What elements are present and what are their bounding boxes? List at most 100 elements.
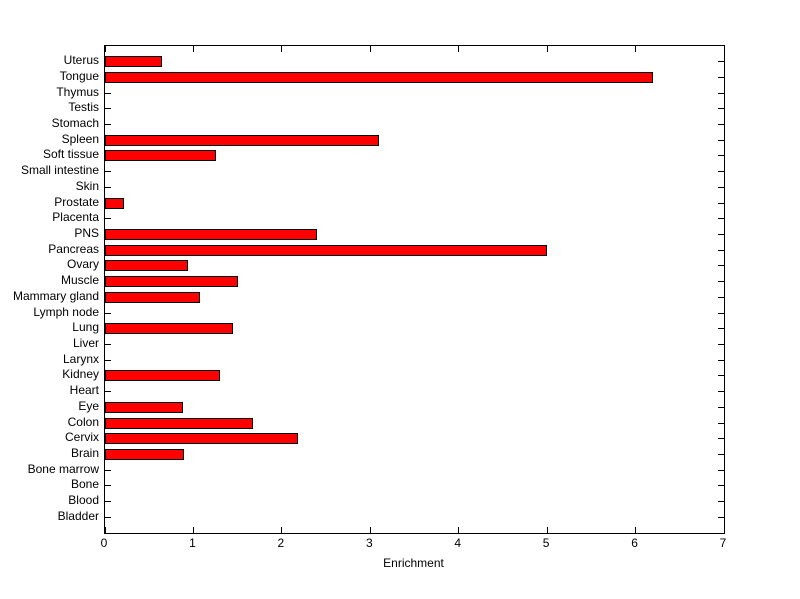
y-tick-right <box>718 265 724 267</box>
x-tick-bottom <box>192 527 194 533</box>
plot-area <box>104 45 725 534</box>
y-tick-label: Heart <box>69 383 99 398</box>
bar-ovary <box>105 260 188 272</box>
y-tick-label: Colon <box>67 414 99 429</box>
y-tick-label: Prostate <box>54 194 99 209</box>
x-tick-label: 3 <box>365 536 373 550</box>
y-tick-right <box>718 328 724 330</box>
x-tick-label: 7 <box>719 536 727 550</box>
y-tick-right <box>718 218 724 220</box>
y-tick-left <box>105 92 111 94</box>
y-tick-label: Skin <box>75 178 99 193</box>
y-tick-right <box>718 234 724 236</box>
y-tick-right <box>718 186 724 188</box>
x-axis-title: Enrichment <box>383 556 444 570</box>
x-tick-bottom <box>723 527 725 533</box>
y-tick-label: Tongue <box>59 68 99 83</box>
x-tick-label: 5 <box>542 536 550 550</box>
y-tick-right <box>718 76 724 78</box>
x-tick-bottom <box>104 527 106 533</box>
y-tick-right <box>718 375 724 377</box>
y-tick-label: Uterus <box>63 53 99 68</box>
x-tick-bottom <box>635 527 637 533</box>
y-tick-left <box>105 124 111 126</box>
bar-lung <box>105 323 233 335</box>
y-tick-label: Bone <box>70 477 99 492</box>
x-tick-bottom <box>458 527 460 533</box>
y-tick-left <box>105 501 111 503</box>
y-tick-right <box>718 92 724 94</box>
x-tick-label: 2 <box>277 536 285 550</box>
y-tick-right <box>718 124 724 126</box>
y-tick-right <box>718 296 724 298</box>
y-tick-left <box>105 186 111 188</box>
y-tick-label: Lymph node <box>33 304 99 319</box>
x-tick-label: 1 <box>189 536 196 550</box>
y-tick-right <box>718 422 724 424</box>
bar-prostate <box>105 197 124 209</box>
y-tick-left <box>105 108 111 110</box>
bar-pns <box>105 229 317 241</box>
y-tick-label: Bone marrow <box>27 461 99 476</box>
y-tick-right <box>718 359 724 361</box>
y-tick-label: Testis <box>68 100 99 115</box>
x-tick-label: 0 <box>100 536 108 550</box>
x-tick-top <box>281 46 283 52</box>
bar-tongue <box>105 71 653 83</box>
y-tick-right <box>718 516 724 518</box>
y-tick-label: Brain <box>70 445 99 460</box>
y-tick-label: Pancreas <box>48 241 99 256</box>
y-tick-label: Eye <box>78 398 99 413</box>
y-tick-label: PNS <box>74 226 99 241</box>
y-tick-right <box>718 485 724 487</box>
x-tick-top <box>458 46 460 52</box>
bar-uterus <box>105 56 162 68</box>
bar-kidney <box>105 370 220 382</box>
x-tick-top <box>635 46 637 52</box>
y-tick-right <box>718 438 724 440</box>
y-tick-label: Ovary <box>66 257 99 272</box>
y-tick-left <box>105 171 111 173</box>
x-tick-label: 6 <box>631 536 638 550</box>
y-tick-right <box>718 171 724 173</box>
y-tick-label: Placenta <box>52 210 99 225</box>
y-tick-right <box>718 155 724 157</box>
bar-eye <box>105 401 183 413</box>
y-tick-label: Thymus <box>56 84 99 99</box>
y-tick-label: Larynx <box>62 351 99 366</box>
y-tick-right <box>718 61 724 63</box>
bar-pancreas <box>105 244 547 256</box>
y-tick-left <box>105 391 111 393</box>
bar-soft-tissue <box>105 150 216 162</box>
x-tick-bottom <box>546 527 548 533</box>
bar-colon <box>105 417 253 429</box>
y-tick-right <box>718 108 724 110</box>
y-tick-label: Bladder <box>57 508 99 523</box>
y-tick-right <box>718 501 724 503</box>
y-tick-label: Blood <box>68 493 99 508</box>
y-tick-label: Stomach <box>51 116 99 131</box>
y-tick-left <box>105 469 111 471</box>
x-tick-bottom <box>281 527 283 533</box>
y-tick-right <box>718 202 724 204</box>
x-tick-top <box>546 46 548 52</box>
bar-mammary-gland <box>105 291 200 303</box>
y-tick-left <box>105 516 111 518</box>
y-tick-right <box>718 391 724 393</box>
y-tick-right <box>718 453 724 455</box>
bar-spleen <box>105 134 379 146</box>
y-tick-label: Mammary gland <box>12 288 99 303</box>
bar-muscle <box>105 276 238 288</box>
y-tick-left <box>105 359 111 361</box>
y-tick-right <box>718 281 724 283</box>
y-tick-right <box>718 469 724 471</box>
y-tick-label: Soft tissue <box>42 147 99 162</box>
y-tick-label: Kidney <box>62 367 99 382</box>
x-tick-top <box>369 46 371 52</box>
y-tick-right <box>718 312 724 314</box>
x-tick-top <box>192 46 194 52</box>
y-tick-right <box>718 139 724 141</box>
y-tick-right <box>718 343 724 345</box>
y-tick-label: Lung <box>72 320 99 335</box>
